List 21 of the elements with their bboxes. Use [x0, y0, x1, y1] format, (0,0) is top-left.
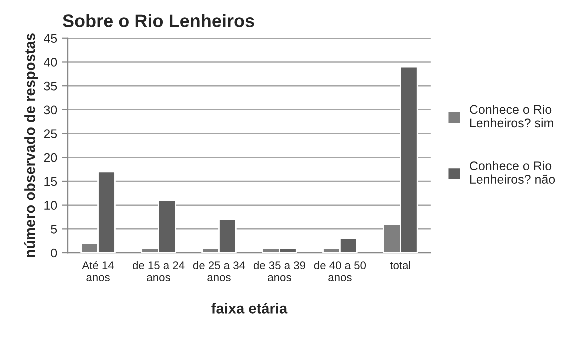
x-tick-label: Até 14 anos — [82, 261, 114, 282]
y-tick-label: 10 — [44, 201, 58, 210]
y-tick-label: 30 — [44, 106, 58, 115]
x-axis-title: faixa etária — [212, 303, 288, 314]
y-tick-label: 20 — [44, 153, 58, 162]
legend-label: Conhece o Rio Lenheiros? não — [470, 161, 556, 184]
y-tick-label: 5 — [51, 225, 58, 234]
x-tick-label: de 35 a 39 anos — [254, 261, 306, 282]
x-tick-label: de 15 a 24 anos — [132, 261, 185, 282]
y-tick-label: 35 — [44, 82, 58, 91]
chart-title: Sobre o Rio Lenheiros — [62, 14, 254, 28]
y-tick-label: 45 — [44, 34, 58, 44]
legend-label: Conhece o Rio Lenheiros? sim — [470, 104, 554, 128]
x-tick-label: total — [390, 261, 410, 270]
y-tick-label: 0 — [51, 248, 58, 258]
y-axis-title: número observado de respostas — [24, 34, 38, 258]
x-tick-label: de 25 a 34 anos — [193, 261, 246, 282]
y-tick-label: 15 — [44, 177, 58, 186]
x-tick-label: de 40 a 50 anos — [314, 261, 366, 282]
y-tick-label: 40 — [44, 58, 58, 67]
y-tick-label: 25 — [44, 130, 58, 138]
